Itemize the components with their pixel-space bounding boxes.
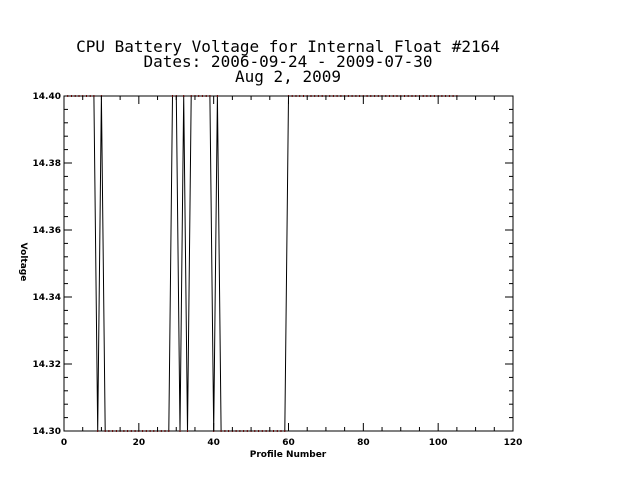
x-tick-label: 120 xyxy=(504,438,523,448)
chart-title: CPU Battery Voltage for Internal Float #… xyxy=(76,37,500,86)
x-tick-label: 100 xyxy=(429,438,448,448)
y-tick-label: 14.38 xyxy=(33,159,61,169)
x-axis-label: Profile Number xyxy=(250,450,327,460)
plot-frame xyxy=(63,95,514,432)
x-tick-label: 20 xyxy=(133,438,146,448)
title-line-3: Aug 2, 2009 xyxy=(235,67,341,86)
plot-area xyxy=(65,95,459,432)
y-tick-label: 14.32 xyxy=(33,360,61,370)
x-tick-label: 80 xyxy=(357,438,370,448)
title-line-2: Dates: 2006-09-24 - 2009-07-30 xyxy=(144,52,433,71)
x-tick-labels: 0 20 40 60 80 100 120 xyxy=(61,438,523,448)
x-tick-label: 40 xyxy=(207,438,220,448)
y-tick-label: 14.36 xyxy=(33,226,61,236)
title-line-1: CPU Battery Voltage for Internal Float #… xyxy=(76,37,500,56)
y-axis-label: Voltage xyxy=(18,243,28,282)
y-tick-label: 14.34 xyxy=(33,293,61,303)
y-tick-label: 14.30 xyxy=(33,427,61,437)
axis-ticks xyxy=(63,95,514,432)
y-tick-label: 14.40 xyxy=(33,92,61,102)
x-tick-label: 0 xyxy=(61,438,67,448)
x-tick-label: 60 xyxy=(282,438,295,448)
y-tick-labels: 14.30 14.32 14.34 14.36 14.38 14.40 xyxy=(33,92,61,437)
series-line-0 xyxy=(67,95,457,432)
